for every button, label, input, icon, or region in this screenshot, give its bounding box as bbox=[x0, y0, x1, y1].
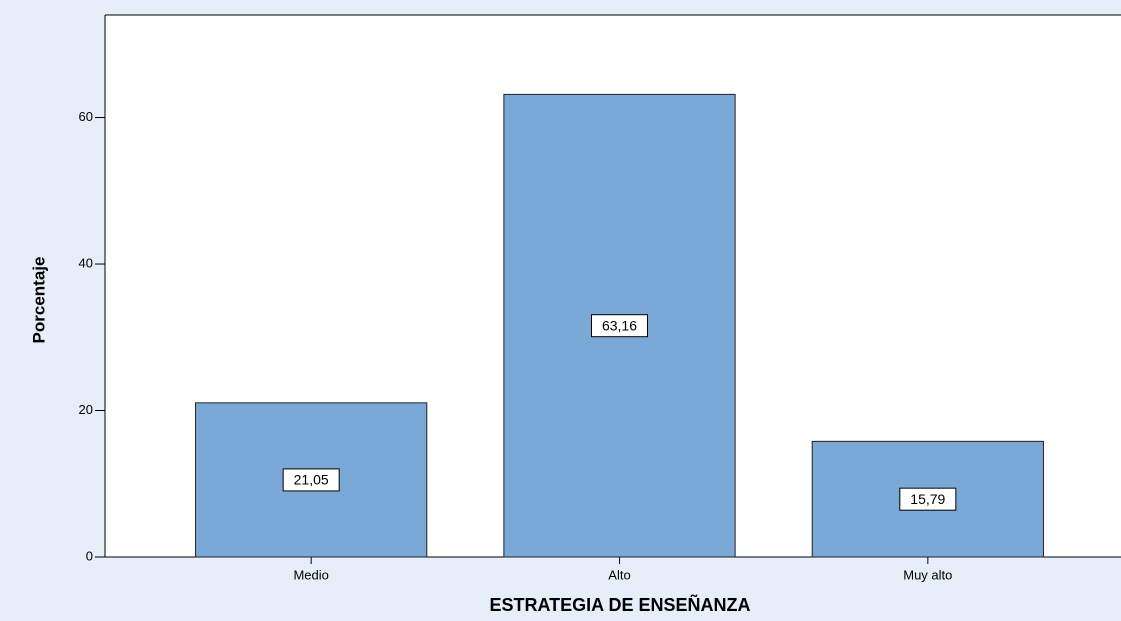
y-tick-label: 40 bbox=[79, 255, 93, 270]
data-label: 15,79 bbox=[910, 491, 945, 507]
x-tick-label: Muy alto bbox=[903, 567, 952, 582]
data-label: 63,16 bbox=[602, 317, 637, 333]
y-tick-label: 60 bbox=[79, 109, 93, 124]
x-tick-label: Alto bbox=[608, 567, 630, 582]
data-label: 21,05 bbox=[294, 472, 329, 488]
data-label-box bbox=[591, 314, 648, 338]
y-tick-label: 0 bbox=[86, 548, 93, 563]
y-axis-label: Porcentaje bbox=[29, 257, 48, 344]
y-tick-label: 20 bbox=[79, 402, 93, 417]
data-label-box bbox=[899, 487, 957, 511]
x-axis-label: ESTRATEGIA DE ENSEÑANZA bbox=[489, 594, 750, 615]
data-label-box bbox=[282, 468, 340, 492]
x-tick-label: Medio bbox=[293, 567, 328, 582]
